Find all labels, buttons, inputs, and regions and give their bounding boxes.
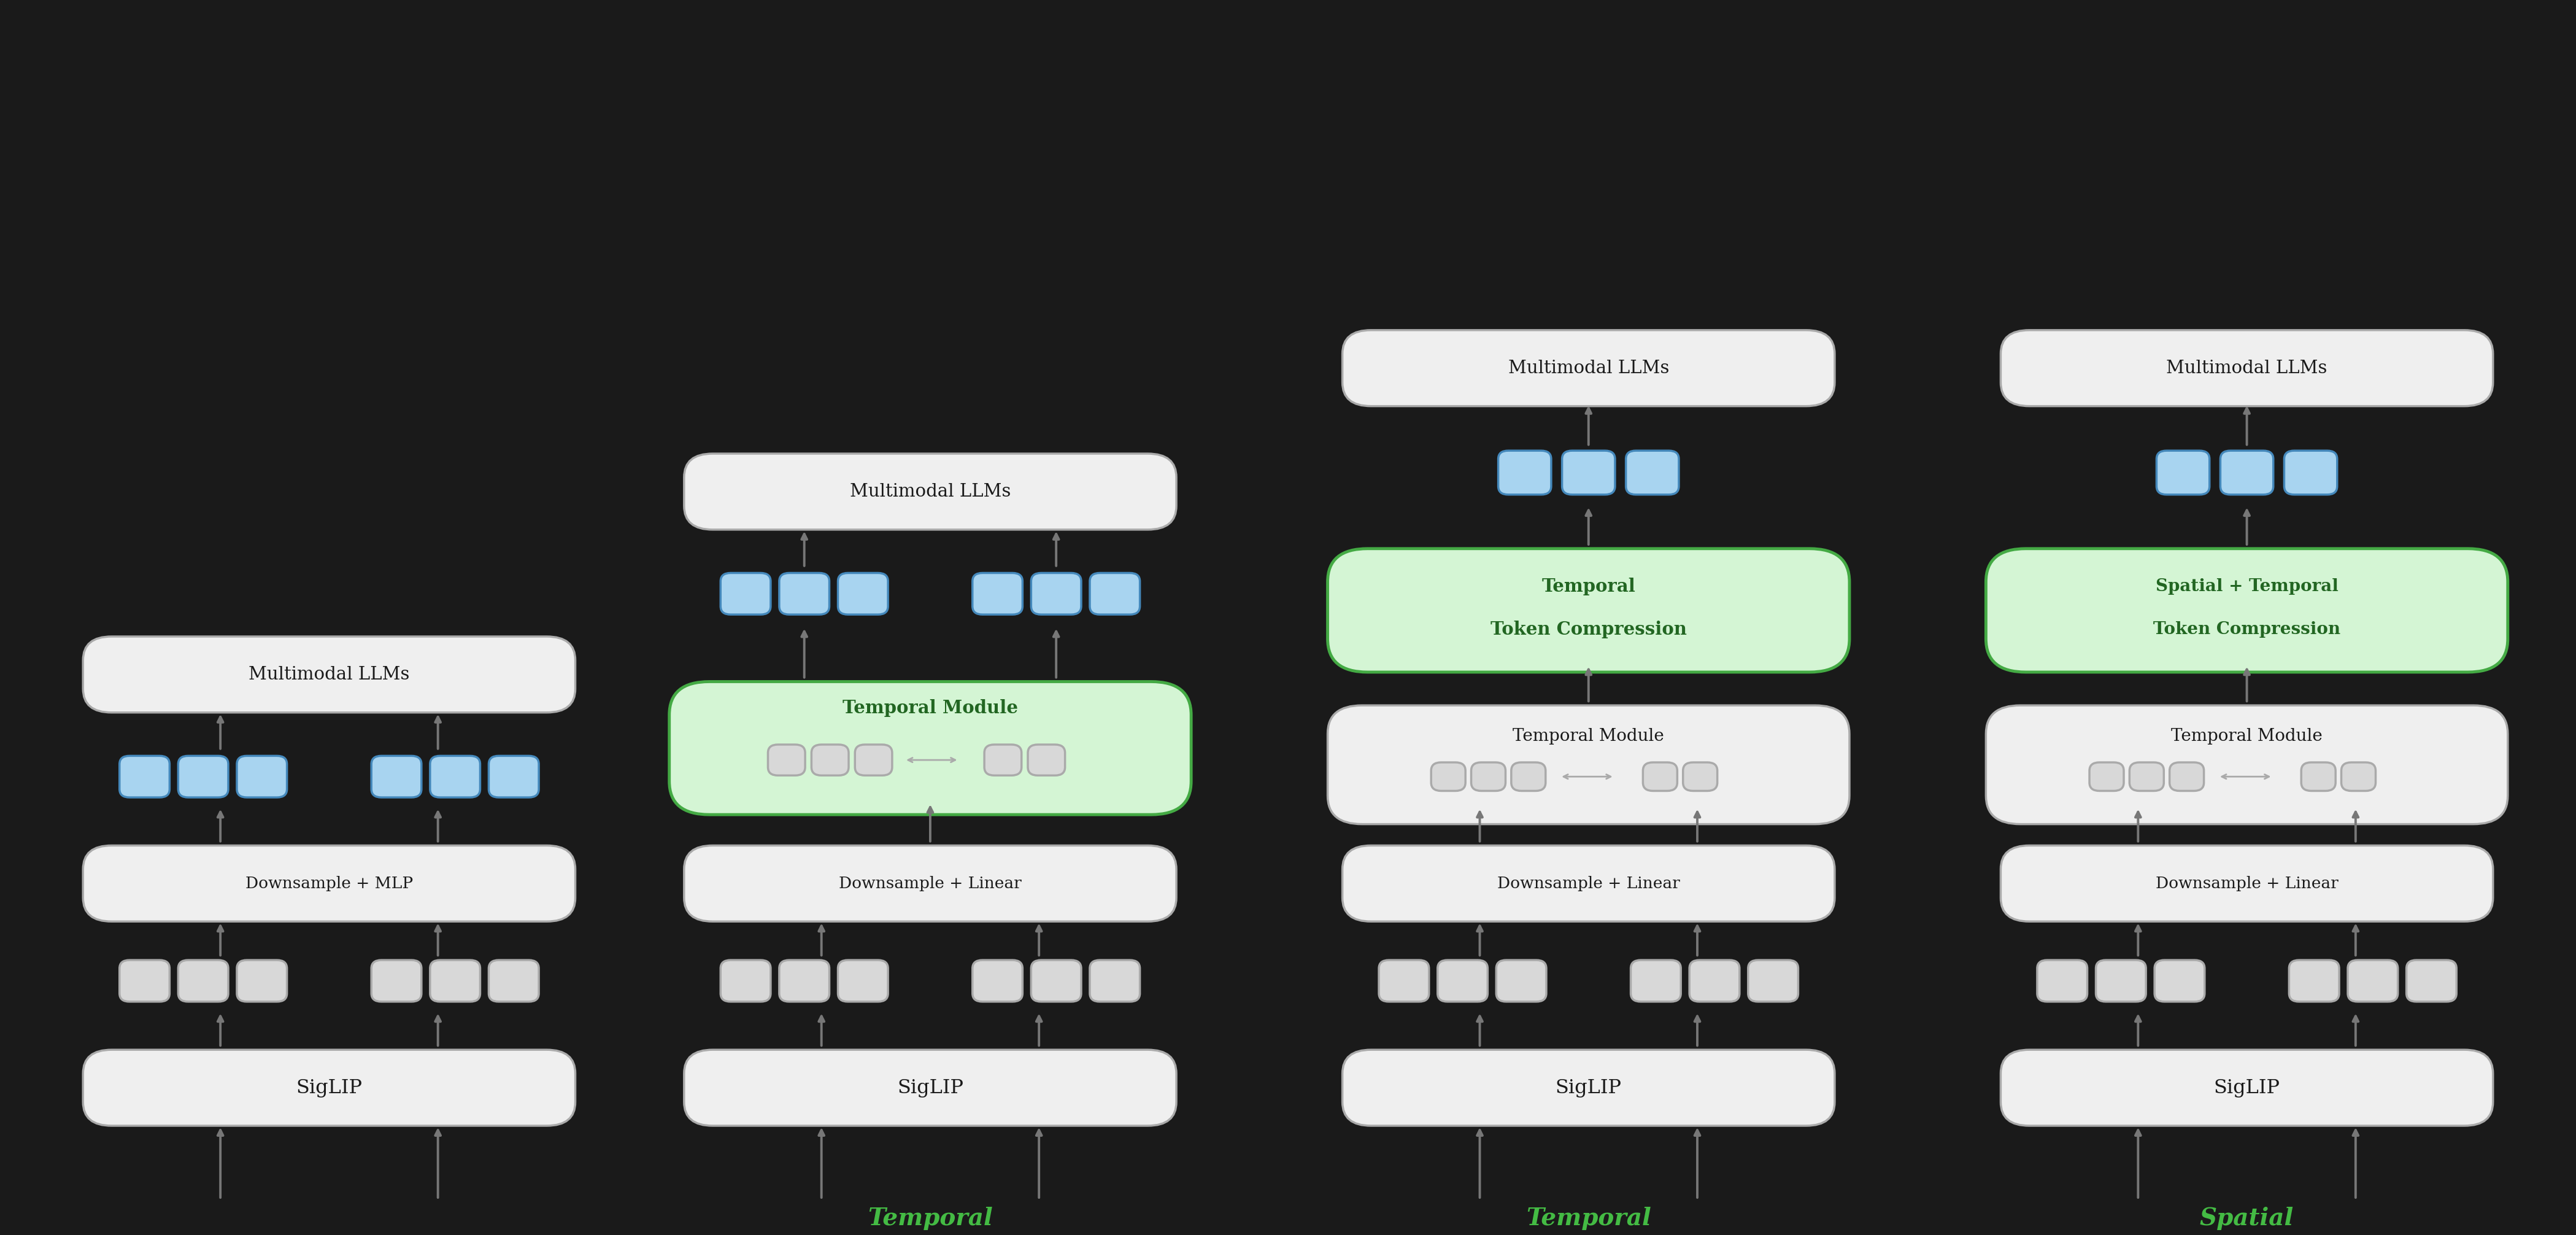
FancyBboxPatch shape [1986,548,2509,672]
Text: Temporal Module: Temporal Module [2172,727,2324,745]
Text: Token Compression: Token Compression [2154,621,2342,637]
FancyBboxPatch shape [118,960,170,1002]
FancyBboxPatch shape [2169,762,2205,790]
FancyBboxPatch shape [430,960,479,1002]
FancyBboxPatch shape [178,960,229,1002]
FancyBboxPatch shape [1986,705,2509,824]
FancyBboxPatch shape [237,960,286,1002]
FancyBboxPatch shape [768,745,806,776]
FancyBboxPatch shape [2002,330,2494,406]
FancyBboxPatch shape [971,960,1023,1002]
Text: Temporal Module: Temporal Module [1512,727,1664,745]
Text: Spatial + Temporal: Spatial + Temporal [2156,578,2339,595]
Text: Temporal: Temporal [1540,578,1636,595]
FancyBboxPatch shape [118,756,170,798]
FancyBboxPatch shape [670,682,1190,815]
FancyBboxPatch shape [2002,846,2494,921]
FancyBboxPatch shape [489,756,538,798]
Text: Downsample + Linear: Downsample + Linear [1497,876,1680,892]
Text: Downsample + MLP: Downsample + MLP [245,876,412,892]
FancyBboxPatch shape [1090,573,1139,615]
FancyBboxPatch shape [721,960,770,1002]
Text: SigLIP: SigLIP [2213,1078,2280,1097]
FancyBboxPatch shape [2130,762,2164,790]
FancyBboxPatch shape [1625,451,1680,494]
FancyBboxPatch shape [489,960,538,1002]
FancyBboxPatch shape [430,756,479,798]
FancyBboxPatch shape [1327,705,1850,824]
FancyBboxPatch shape [2097,960,2146,1002]
FancyBboxPatch shape [2406,960,2458,1002]
FancyBboxPatch shape [1749,960,1798,1002]
FancyBboxPatch shape [1090,960,1139,1002]
Text: Spatial: Spatial [2200,1207,2293,1230]
FancyBboxPatch shape [1437,960,1486,1002]
FancyBboxPatch shape [2002,1050,2494,1126]
FancyBboxPatch shape [2156,451,2210,494]
Text: Multimodal LLMs: Multimodal LLMs [1507,359,1669,377]
FancyBboxPatch shape [82,846,574,921]
FancyBboxPatch shape [2089,762,2123,790]
FancyBboxPatch shape [237,756,286,798]
FancyBboxPatch shape [685,846,1177,921]
FancyBboxPatch shape [2038,960,2087,1002]
FancyBboxPatch shape [2221,451,2272,494]
FancyBboxPatch shape [1028,745,1064,776]
FancyBboxPatch shape [1643,762,1677,790]
FancyBboxPatch shape [721,573,770,615]
FancyBboxPatch shape [1690,960,1739,1002]
Text: Token Compression: Token Compression [1492,620,1687,638]
FancyBboxPatch shape [837,960,889,1002]
Text: Multimodal LLMs: Multimodal LLMs [2166,359,2326,377]
FancyBboxPatch shape [984,745,1023,776]
FancyBboxPatch shape [1342,330,1834,406]
FancyBboxPatch shape [855,745,891,776]
Text: SigLIP: SigLIP [1556,1078,1623,1097]
FancyBboxPatch shape [811,745,848,776]
FancyBboxPatch shape [82,636,574,713]
Text: Downsample + Linear: Downsample + Linear [2156,876,2339,892]
FancyBboxPatch shape [371,756,422,798]
FancyBboxPatch shape [1030,573,1082,615]
Text: SigLIP: SigLIP [296,1078,363,1097]
Text: Multimodal LLMs: Multimodal LLMs [850,483,1010,500]
FancyBboxPatch shape [2285,451,2336,494]
FancyBboxPatch shape [371,960,422,1002]
FancyBboxPatch shape [1327,548,1850,672]
FancyBboxPatch shape [1378,960,1430,1002]
FancyBboxPatch shape [1561,451,1615,494]
Text: Temporal: Temporal [868,1207,992,1230]
FancyBboxPatch shape [1512,762,1546,790]
FancyBboxPatch shape [685,453,1177,530]
FancyBboxPatch shape [1030,960,1082,1002]
FancyBboxPatch shape [1471,762,1504,790]
Text: Multimodal LLMs: Multimodal LLMs [250,666,410,683]
FancyBboxPatch shape [2347,960,2398,1002]
FancyBboxPatch shape [2300,762,2336,790]
FancyBboxPatch shape [685,1050,1177,1126]
FancyBboxPatch shape [1342,846,1834,921]
FancyBboxPatch shape [82,1050,574,1126]
FancyBboxPatch shape [2290,960,2339,1002]
FancyBboxPatch shape [178,756,229,798]
FancyBboxPatch shape [778,573,829,615]
FancyBboxPatch shape [2342,762,2375,790]
FancyBboxPatch shape [1342,1050,1834,1126]
FancyBboxPatch shape [971,573,1023,615]
Text: SigLIP: SigLIP [896,1078,963,1097]
FancyBboxPatch shape [778,960,829,1002]
FancyBboxPatch shape [1432,762,1466,790]
FancyBboxPatch shape [1499,451,1551,494]
FancyBboxPatch shape [2154,960,2205,1002]
Text: Temporal Module: Temporal Module [842,699,1018,716]
FancyBboxPatch shape [1682,762,1718,790]
FancyBboxPatch shape [1631,960,1680,1002]
Text: Temporal: Temporal [1525,1207,1651,1230]
FancyBboxPatch shape [1497,960,1546,1002]
Text: Downsample + Linear: Downsample + Linear [840,876,1023,892]
FancyBboxPatch shape [837,573,889,615]
